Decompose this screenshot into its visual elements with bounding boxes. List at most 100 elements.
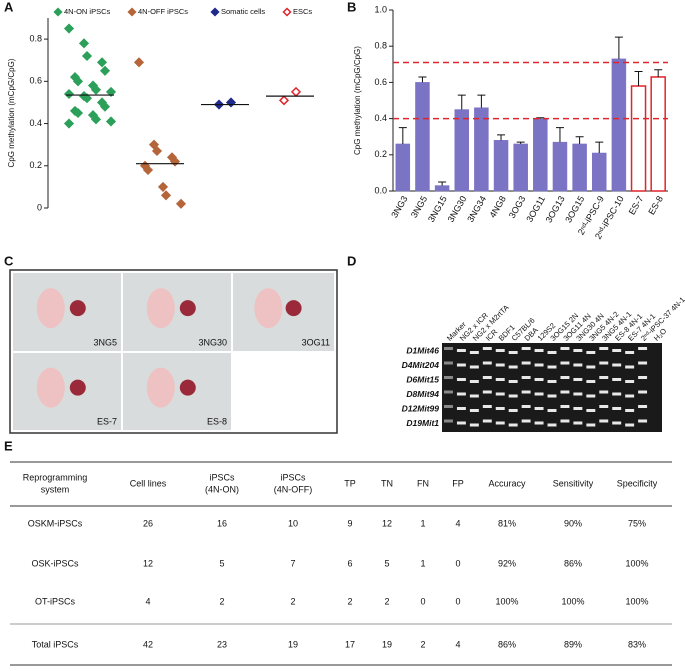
y-tick-label: 0.8 bbox=[29, 33, 42, 43]
legend-label: ESCs bbox=[293, 7, 312, 16]
gel-band bbox=[547, 380, 557, 383]
table-cell: 10 bbox=[288, 518, 298, 528]
table-cell: 1 bbox=[420, 518, 425, 528]
gel-band bbox=[495, 363, 505, 367]
photo bbox=[233, 273, 334, 351]
bar bbox=[650, 76, 666, 192]
gel-band bbox=[482, 347, 492, 350]
marker-label: D4Mit204 bbox=[402, 360, 440, 370]
table-cell: 2 bbox=[219, 596, 224, 606]
table-cell: 2 bbox=[290, 596, 295, 606]
table-cell: 100% bbox=[625, 558, 648, 568]
gel-band bbox=[456, 421, 466, 425]
panel-label: A bbox=[4, 0, 14, 14]
table-header: Cell lines bbox=[130, 478, 167, 488]
gel-band bbox=[586, 351, 596, 354]
error-bar bbox=[536, 117, 545, 119]
gel-band bbox=[469, 423, 479, 427]
gel-band bbox=[625, 394, 635, 398]
gel-band bbox=[508, 394, 518, 398]
panel-label: B bbox=[347, 0, 356, 14]
legend-marker bbox=[127, 7, 137, 17]
gel-band bbox=[521, 405, 531, 408]
gel-band bbox=[534, 378, 544, 381]
gel-band bbox=[456, 392, 466, 396]
table-cell: 86% bbox=[498, 639, 516, 649]
photo-label: 3NG5 bbox=[93, 337, 117, 347]
y-tick-label: 0.6 bbox=[29, 76, 42, 86]
gel-band bbox=[599, 390, 609, 394]
table-header: Accuracy bbox=[488, 478, 526, 488]
legend-label: 4N-OFF iPSCs bbox=[138, 7, 188, 16]
gel-band bbox=[573, 421, 583, 425]
gel-band bbox=[560, 376, 570, 379]
gel-band bbox=[508, 409, 518, 412]
table-cell: 89% bbox=[564, 639, 582, 649]
gel-band bbox=[599, 419, 609, 423]
data-point bbox=[78, 38, 90, 49]
y-tick-label: 0.6 bbox=[374, 77, 387, 87]
gel-band bbox=[521, 361, 531, 365]
gel-band bbox=[573, 349, 583, 352]
table-cell: 19 bbox=[288, 639, 298, 649]
gel-band bbox=[482, 405, 492, 408]
table-cell: 26 bbox=[143, 518, 153, 528]
legend-label: 4N-ON iPSCs bbox=[64, 7, 111, 16]
table-header: (4N-OFF) bbox=[274, 484, 313, 494]
gel-band bbox=[469, 351, 479, 354]
gel-band bbox=[586, 423, 596, 427]
data-point bbox=[105, 116, 117, 127]
data-point bbox=[90, 114, 102, 125]
gel-band bbox=[573, 407, 583, 410]
photo bbox=[123, 353, 231, 430]
table-cell: 0 bbox=[420, 596, 425, 606]
data-point bbox=[63, 118, 75, 129]
data-point bbox=[81, 50, 93, 62]
placenta bbox=[69, 300, 86, 317]
gel-band bbox=[521, 419, 531, 423]
gel-band bbox=[482, 390, 492, 394]
data-point bbox=[278, 95, 290, 106]
gel-band bbox=[638, 361, 648, 365]
gel-band bbox=[560, 347, 570, 350]
x-tick-label: 3OG3 bbox=[507, 194, 528, 220]
data-point bbox=[290, 86, 302, 97]
gel-band bbox=[612, 363, 622, 367]
error-bar bbox=[614, 36, 623, 59]
embryo bbox=[254, 288, 283, 329]
table-cell: 81% bbox=[498, 518, 516, 528]
gel-band bbox=[573, 363, 583, 367]
gel-band bbox=[586, 380, 596, 383]
bar bbox=[552, 141, 568, 192]
gel-band bbox=[638, 390, 648, 394]
gel-band bbox=[444, 390, 453, 394]
table-header: iPSCs bbox=[209, 472, 235, 482]
data-point bbox=[72, 76, 84, 87]
legend-marker bbox=[210, 7, 220, 17]
gel-band bbox=[638, 405, 648, 408]
table-cell: 19 bbox=[382, 639, 392, 649]
y-axis-label: CpG methylation (mCpG/CpG) bbox=[353, 46, 362, 155]
gel-band bbox=[560, 405, 570, 408]
gel-band bbox=[573, 378, 583, 381]
error-bar bbox=[457, 94, 466, 110]
gel-band bbox=[482, 376, 492, 379]
bar bbox=[572, 143, 587, 192]
table-cell: Total iPSCs bbox=[32, 639, 79, 649]
table-cell: 4 bbox=[455, 639, 460, 649]
photo-label: 3NG30 bbox=[198, 337, 227, 347]
data-point bbox=[151, 145, 163, 157]
x-tick-label: 3NG5 bbox=[409, 194, 429, 219]
bar bbox=[493, 140, 509, 192]
legend-marker bbox=[53, 7, 63, 17]
gel-band bbox=[612, 392, 622, 396]
data-point bbox=[90, 84, 102, 95]
y-tick-label: 0.2 bbox=[374, 149, 387, 159]
data-point bbox=[72, 107, 84, 119]
table-header: Reprogramming bbox=[23, 472, 88, 482]
table-cell: OSKM-iPSCs bbox=[28, 518, 83, 528]
gel-band bbox=[547, 409, 557, 412]
gel-band bbox=[586, 394, 596, 398]
table-cell: 9 bbox=[347, 518, 352, 528]
gel-band bbox=[599, 361, 609, 365]
